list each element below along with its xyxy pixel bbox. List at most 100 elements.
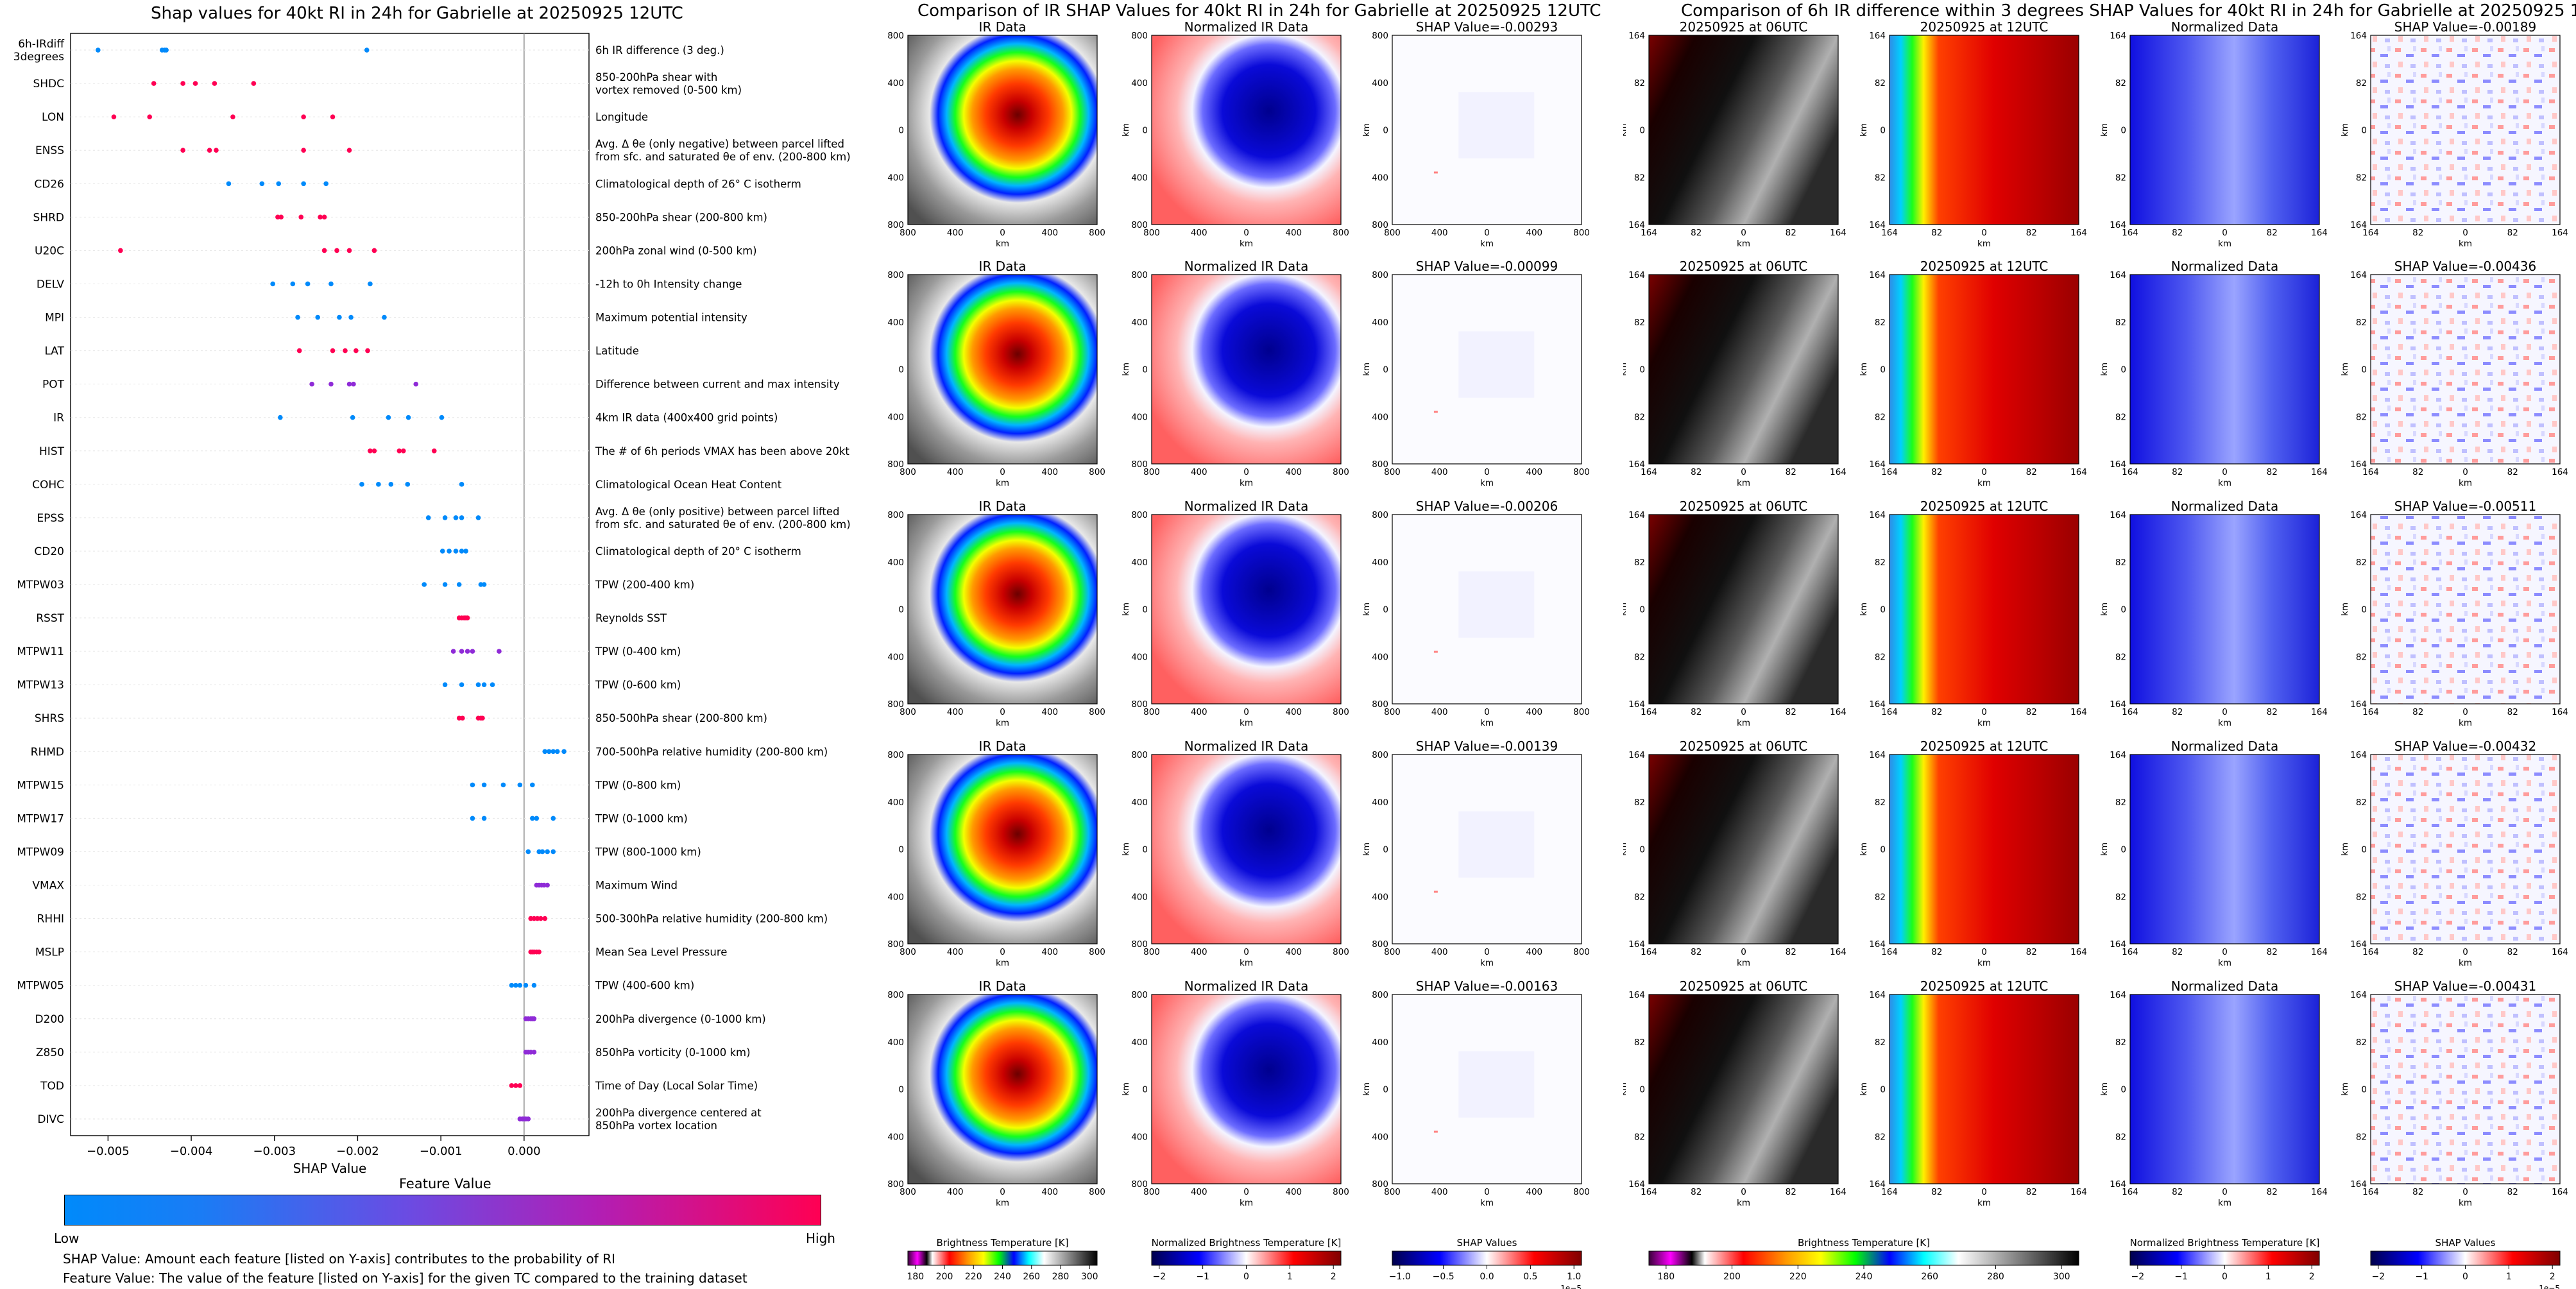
x-tick-label: 82 — [2267, 228, 2278, 238]
y-tick-label: 164 — [2110, 750, 2126, 760]
colorbar-bar — [907, 1251, 1098, 1266]
shap-point — [517, 1083, 523, 1088]
x-tick-label: 0 — [1484, 1187, 1490, 1197]
y-tick-label: 164 — [2110, 510, 2126, 520]
y-tick-label: 800 — [1372, 990, 1388, 1000]
x-tick-label: 400 — [947, 707, 964, 717]
shap-faint-region — [1433, 171, 1438, 174]
feature-description: from sfc. and saturated θe of env. (200-… — [595, 151, 851, 163]
colorbar-tick-label: 1 — [2265, 1272, 2271, 1282]
x-tick-label: 164 — [1641, 1187, 1657, 1197]
panel-frame — [1392, 274, 1582, 465]
x-tick-label: 164 — [2070, 228, 2087, 238]
panel-frame — [907, 994, 1098, 1184]
feature-description: 850-200hPa shear (200-800 km) — [595, 211, 767, 223]
y-axis-label: km — [885, 123, 887, 137]
feature-label: VMAX — [32, 880, 64, 892]
y-tick-label: 82 — [2115, 318, 2126, 328]
shap-point — [517, 982, 523, 988]
colorbar-tick-label: 280 — [1987, 1272, 2004, 1282]
panel-title: Normalized Data — [2171, 19, 2279, 35]
y-tick-label: 0 — [1639, 605, 1645, 615]
feature-label: MTPW13 — [17, 679, 64, 692]
y-tick-label: 400 — [1372, 652, 1388, 662]
panel-title: Normalized IR Data — [1184, 978, 1309, 994]
y-tick-label: 0 — [2120, 126, 2126, 136]
colorbar-tick-label: −1 — [2174, 1272, 2188, 1282]
panel-frame — [2129, 274, 2320, 465]
feature-description: 850hPa vortex location — [595, 1120, 717, 1132]
y-tick-label: 164 — [1628, 459, 1645, 470]
panel-frame — [1392, 994, 1582, 1184]
y-tick-label: 0 — [898, 605, 904, 615]
x-tick-label: 82 — [2026, 947, 2037, 957]
y-tick-label: 82 — [2356, 558, 2367, 568]
feature-label: MTPW09 — [17, 846, 64, 858]
feature-label: D200 — [35, 1013, 64, 1026]
shap-point — [442, 682, 448, 687]
y-tick-label: 800 — [887, 31, 904, 41]
x-tick-label: 82 — [1931, 1187, 1942, 1197]
colorbar-tick-label: 2 — [2309, 1272, 2315, 1282]
x-axis-label: km — [1240, 478, 1253, 488]
y-tick-label: 800 — [887, 1179, 904, 1190]
y-tick-label: 164 — [2350, 990, 2367, 1000]
right-title: Comparison of 6h IR difference within 3 … — [1681, 1, 2576, 21]
shap-point — [334, 248, 339, 253]
x-tick-label: 0 — [1484, 707, 1490, 717]
feature-description: Avg. Δ θe (only positive) between parcel… — [595, 506, 840, 518]
x-tick-label: 400 — [1285, 228, 1302, 238]
x-tick-label: 400 — [1191, 707, 1207, 717]
y-tick-label: 800 — [1131, 510, 1148, 520]
y-tick-label: 164 — [1869, 459, 1886, 470]
y-tick-label: 164 — [1628, 1179, 1645, 1190]
feature-description: from sfc. and saturated θe of env. (200-… — [595, 518, 851, 531]
y-tick-label: 82 — [1875, 558, 1886, 568]
x-axis-label: km — [1977, 1198, 1991, 1208]
feature-description: Longitude — [595, 111, 648, 123]
ir-diff-shap-comparison-grid: 20250925 at 06UTC 164 82 0 82 164 164 82 0 82 164 k… — [1623, 19, 2568, 1289]
shap-faint-region — [1458, 331, 1535, 398]
colorbar-tick-label: −1.0 — [1389, 1272, 1411, 1282]
x-tick-label: 82 — [2412, 707, 2423, 717]
y-tick-label: 0 — [1383, 126, 1388, 136]
y-tick-label: 82 — [2115, 798, 2126, 808]
x-tick-label: 400 — [1526, 707, 1542, 717]
shap-point — [278, 214, 284, 220]
panel-image — [908, 35, 1097, 225]
shap-point — [400, 448, 406, 454]
y-tick-label: 82 — [1634, 1037, 1645, 1048]
colorbar-tick-label: 220 — [965, 1272, 982, 1282]
panel-image — [908, 755, 1097, 944]
y-tick-label: 400 — [1131, 318, 1148, 328]
y-tick-label: 400 — [1372, 558, 1388, 568]
shap-point — [546, 749, 552, 755]
y-tick-label: 400 — [1131, 1132, 1148, 1142]
y-axis-label: km — [2340, 602, 2350, 616]
x-axis-label: km — [1977, 478, 1991, 488]
shap-faint-region — [1433, 651, 1438, 653]
colorbar-tick-label: 260 — [1023, 1272, 1040, 1282]
y-tick-label: 164 — [2110, 31, 2126, 41]
y-tick-label: 800 — [1372, 270, 1388, 280]
y-tick-label: 164 — [2110, 699, 2126, 710]
panel-title: SHAP Value=-0.00189 — [2394, 19, 2536, 35]
x-tick-label: 0 — [2462, 228, 2468, 238]
shap-point — [481, 682, 487, 687]
y-tick-label: 800 — [887, 510, 904, 520]
feature-description: Maximum potential intensity — [595, 312, 747, 324]
y-tick-label: 800 — [887, 270, 904, 280]
y-tick-label: 164 — [1869, 750, 1886, 760]
colorbar-tick-label: 2 — [2550, 1272, 2555, 1282]
x-tick-label: 82 — [2507, 228, 2518, 238]
y-axis-label: km — [1623, 363, 1628, 376]
y-tick-label: 0 — [1880, 605, 1886, 615]
colorbar-tick-label: 280 — [1052, 1272, 1070, 1282]
x-axis-label: km — [1737, 1198, 1750, 1208]
y-tick-label: 800 — [1131, 270, 1148, 280]
colorbar-tick-label: 300 — [2053, 1272, 2070, 1282]
colorbar-tick-label: 220 — [1789, 1272, 1807, 1282]
shap-point — [226, 181, 232, 187]
colorbar-title: Brightness Temperature [K] — [937, 1237, 1069, 1249]
panel-frame — [1151, 514, 1342, 704]
